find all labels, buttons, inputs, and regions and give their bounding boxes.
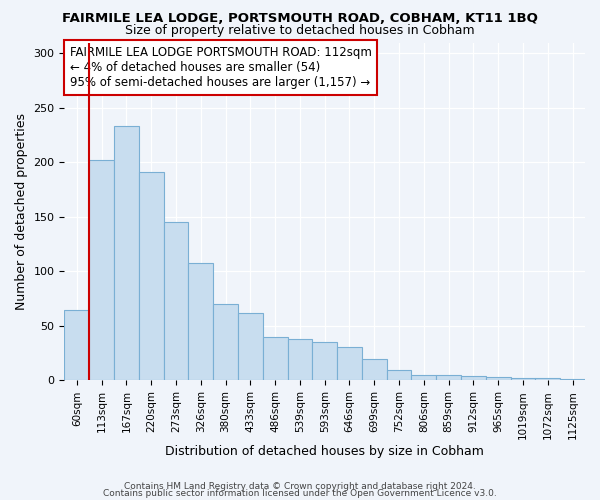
Bar [337,346,362,380]
Bar [263,337,287,380]
Bar [164,222,188,380]
Bar [238,313,263,380]
Bar [64,310,89,380]
Bar [436,375,461,380]
Bar [188,262,213,380]
Bar [386,370,412,380]
Bar [89,160,114,380]
Text: Size of property relative to detached houses in Cobham: Size of property relative to detached ho… [125,24,475,37]
Y-axis label: Number of detached properties: Number of detached properties [15,113,28,310]
Text: Contains HM Land Registry data © Crown copyright and database right 2024.: Contains HM Land Registry data © Crown c… [124,482,476,491]
Bar [313,342,337,380]
Bar [461,376,486,380]
Bar [213,304,238,380]
Text: FAIRMILE LEA LODGE PORTSMOUTH ROAD: 112sqm
← 4% of detached houses are smaller (: FAIRMILE LEA LODGE PORTSMOUTH ROAD: 112s… [70,46,371,89]
Bar [511,378,535,380]
Bar [114,126,139,380]
Bar [139,172,164,380]
Bar [486,377,511,380]
Bar [362,358,386,380]
Bar [287,339,313,380]
X-axis label: Distribution of detached houses by size in Cobham: Distribution of detached houses by size … [165,444,484,458]
Text: FAIRMILE LEA LODGE, PORTSMOUTH ROAD, COBHAM, KT11 1BQ: FAIRMILE LEA LODGE, PORTSMOUTH ROAD, COB… [62,12,538,26]
Bar [535,378,560,380]
Bar [412,375,436,380]
Text: Contains public sector information licensed under the Open Government Licence v3: Contains public sector information licen… [103,490,497,498]
